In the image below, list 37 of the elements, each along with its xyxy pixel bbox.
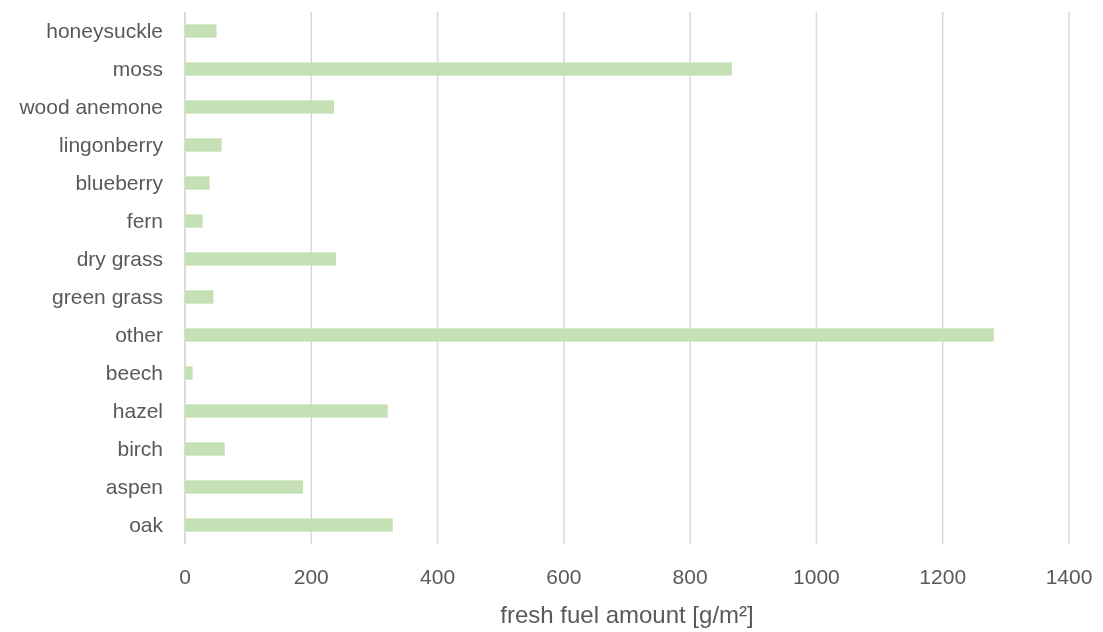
y-tick-label: moss (112, 57, 163, 81)
bar (185, 100, 335, 114)
x-tick-label: 800 (672, 565, 708, 588)
bar (185, 404, 388, 418)
y-tick-label: dry grass (76, 247, 163, 271)
bar (185, 480, 304, 494)
y-tick-label: green grass (52, 285, 163, 309)
x-tick-label: 0 (179, 565, 191, 588)
x-tick-label: 600 (546, 565, 582, 588)
bar (185, 176, 210, 190)
y-tick-label: honeysuckle (46, 19, 163, 43)
bar (185, 290, 214, 304)
bar (185, 252, 336, 266)
x-tick-label: 200 (293, 565, 329, 588)
x-tick-label: 1200 (919, 565, 967, 588)
y-tick-label: blueberry (75, 171, 164, 195)
x-tick-label: 1400 (1045, 565, 1093, 588)
y-tick-label: lingonberry (59, 133, 164, 157)
y-tick-label: hazel (112, 399, 163, 423)
bar (185, 366, 193, 380)
y-tick-label: fern (126, 209, 163, 233)
bar (185, 138, 222, 152)
bar (185, 214, 203, 228)
bar (185, 442, 225, 456)
y-tick-label: wood anemone (18, 95, 163, 119)
bar (185, 328, 994, 342)
x-axis-title: fresh fuel amount [g/m²] (500, 601, 754, 628)
y-tick-label: aspen (105, 475, 163, 499)
x-tick-label: 1000 (793, 565, 840, 588)
y-tick-label: beech (105, 361, 163, 385)
bar (185, 24, 217, 38)
y-tick-label: birch (117, 437, 163, 461)
bar (185, 62, 732, 76)
y-tick-label: oak (129, 513, 164, 537)
bar (185, 518, 393, 532)
x-tick-label: 400 (420, 565, 456, 588)
y-tick-label: other (115, 323, 163, 347)
